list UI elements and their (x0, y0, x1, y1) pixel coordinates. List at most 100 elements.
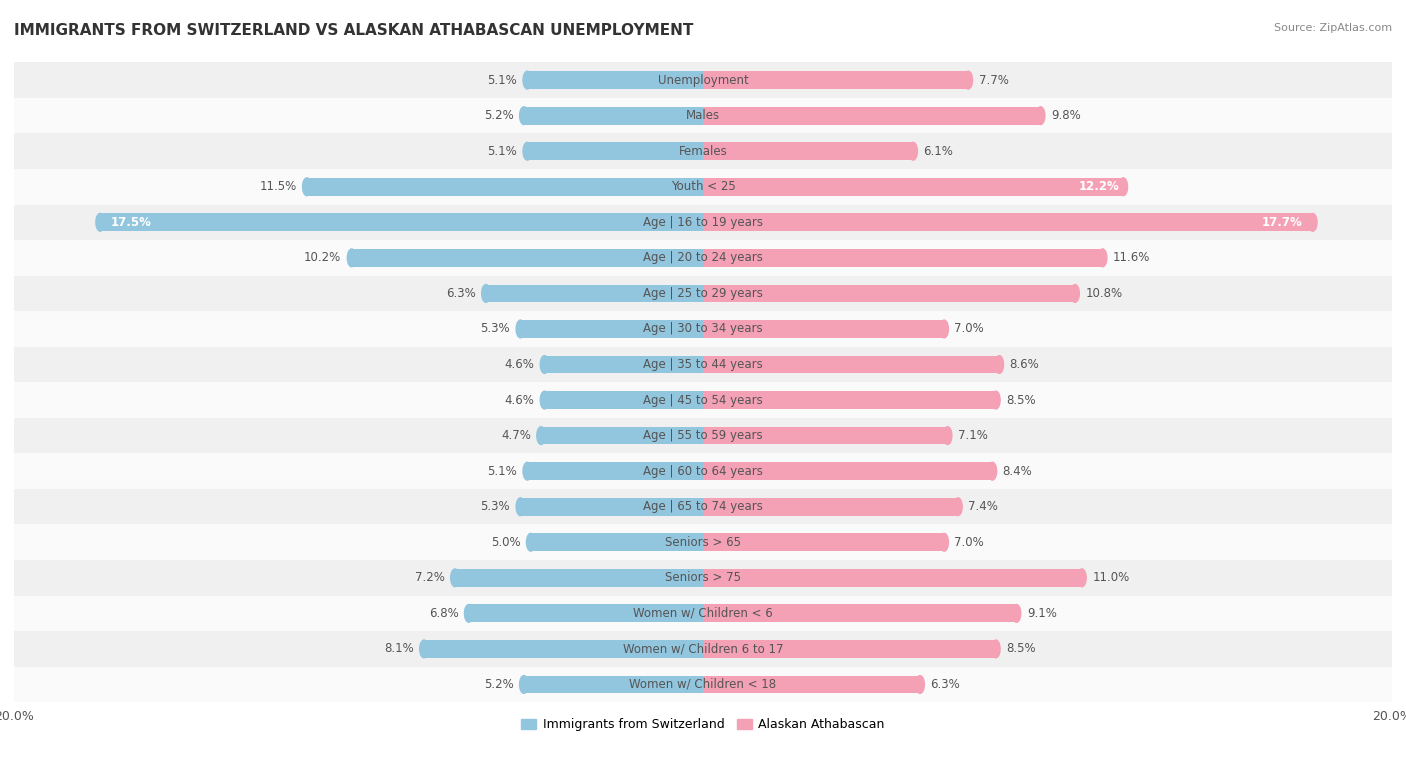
Bar (524, 107, 703, 125)
Text: 10.8%: 10.8% (1085, 287, 1122, 300)
Bar (703, 605, 1017, 622)
Bar (703, 71, 969, 89)
Text: 5.1%: 5.1% (488, 145, 517, 157)
Ellipse shape (302, 178, 311, 195)
Bar (703, 427, 948, 444)
Text: 9.8%: 9.8% (1050, 109, 1081, 122)
Ellipse shape (943, 427, 952, 444)
Text: 11.0%: 11.0% (1092, 572, 1129, 584)
Ellipse shape (451, 569, 460, 587)
Ellipse shape (482, 285, 491, 302)
Text: Women w/ Children 6 to 17: Women w/ Children 6 to 17 (623, 643, 783, 656)
Ellipse shape (991, 640, 1000, 658)
Ellipse shape (520, 675, 529, 693)
Text: IMMIGRANTS FROM SWITZERLAND VS ALASKAN ATHABASCAN UNEMPLOYMENT: IMMIGRANTS FROM SWITZERLAND VS ALASKAN A… (14, 23, 693, 38)
Bar (527, 463, 703, 480)
Text: Unemployment: Unemployment (658, 73, 748, 86)
Text: Women w/ Children < 6: Women w/ Children < 6 (633, 607, 773, 620)
Bar (703, 463, 993, 480)
Bar (703, 178, 1123, 195)
Bar (703, 640, 995, 658)
Bar (527, 142, 703, 160)
Bar (703, 356, 1000, 373)
Text: Source: ZipAtlas.com: Source: ZipAtlas.com (1274, 23, 1392, 33)
Text: Age | 20 to 24 years: Age | 20 to 24 years (643, 251, 763, 264)
Bar (14, 276, 1392, 311)
Bar (531, 534, 703, 551)
Bar (703, 285, 1076, 302)
Ellipse shape (523, 463, 531, 480)
Ellipse shape (939, 534, 949, 551)
Text: Age | 55 to 59 years: Age | 55 to 59 years (643, 429, 763, 442)
Bar (703, 213, 1313, 231)
Text: Age | 25 to 29 years: Age | 25 to 29 years (643, 287, 763, 300)
Ellipse shape (540, 356, 548, 373)
Bar (524, 675, 703, 693)
Text: Females: Females (679, 145, 727, 157)
Bar (544, 356, 703, 373)
Text: 8.5%: 8.5% (1007, 394, 1036, 407)
Text: Age | 65 to 74 years: Age | 65 to 74 years (643, 500, 763, 513)
Bar (307, 178, 703, 195)
Text: 6.8%: 6.8% (429, 607, 458, 620)
Ellipse shape (523, 71, 531, 89)
Text: 8.4%: 8.4% (1002, 465, 1032, 478)
Ellipse shape (1098, 249, 1107, 266)
Bar (14, 382, 1392, 418)
Text: Women w/ Children < 18: Women w/ Children < 18 (630, 678, 776, 691)
Bar (14, 347, 1392, 382)
Text: Seniors > 65: Seniors > 65 (665, 536, 741, 549)
Ellipse shape (991, 391, 1000, 409)
Text: 5.2%: 5.2% (484, 678, 513, 691)
Ellipse shape (464, 605, 472, 622)
Bar (14, 418, 1392, 453)
Text: Age | 45 to 54 years: Age | 45 to 54 years (643, 394, 763, 407)
Text: 8.1%: 8.1% (384, 643, 413, 656)
Bar (527, 71, 703, 89)
Legend: Immigrants from Switzerland, Alaskan Athabascan: Immigrants from Switzerland, Alaskan Ath… (516, 713, 890, 737)
Bar (703, 675, 920, 693)
Ellipse shape (537, 427, 546, 444)
Text: 8.5%: 8.5% (1007, 643, 1036, 656)
Text: 12.2%: 12.2% (1078, 180, 1119, 193)
Ellipse shape (908, 142, 918, 160)
Bar (703, 569, 1083, 587)
Ellipse shape (1012, 605, 1021, 622)
Bar (425, 640, 703, 658)
Text: 9.1%: 9.1% (1026, 607, 1057, 620)
Bar (703, 320, 945, 338)
Text: 7.2%: 7.2% (415, 572, 444, 584)
Text: Age | 60 to 64 years: Age | 60 to 64 years (643, 465, 763, 478)
Ellipse shape (347, 249, 356, 266)
Ellipse shape (939, 320, 949, 338)
Text: 6.3%: 6.3% (931, 678, 960, 691)
Bar (14, 560, 1392, 596)
Ellipse shape (965, 71, 973, 89)
Text: 6.3%: 6.3% (446, 287, 475, 300)
Ellipse shape (526, 534, 536, 551)
Ellipse shape (915, 675, 924, 693)
Text: 4.7%: 4.7% (501, 429, 531, 442)
Text: Youth < 25: Youth < 25 (671, 180, 735, 193)
Bar (520, 320, 703, 338)
Bar (468, 605, 703, 622)
Bar (541, 427, 703, 444)
Text: 5.0%: 5.0% (491, 536, 520, 549)
Bar (703, 142, 912, 160)
Ellipse shape (995, 356, 1004, 373)
Bar (703, 498, 957, 516)
Text: 5.2%: 5.2% (484, 109, 513, 122)
Ellipse shape (988, 463, 997, 480)
Bar (14, 169, 1392, 204)
Text: 17.5%: 17.5% (111, 216, 152, 229)
Bar (703, 107, 1040, 125)
Bar (14, 525, 1392, 560)
Text: 17.7%: 17.7% (1261, 216, 1302, 229)
Bar (520, 498, 703, 516)
Bar (486, 285, 703, 302)
Text: 7.1%: 7.1% (957, 429, 988, 442)
Bar (14, 240, 1392, 276)
Text: 5.1%: 5.1% (488, 73, 517, 86)
Bar (14, 133, 1392, 169)
Bar (456, 569, 703, 587)
